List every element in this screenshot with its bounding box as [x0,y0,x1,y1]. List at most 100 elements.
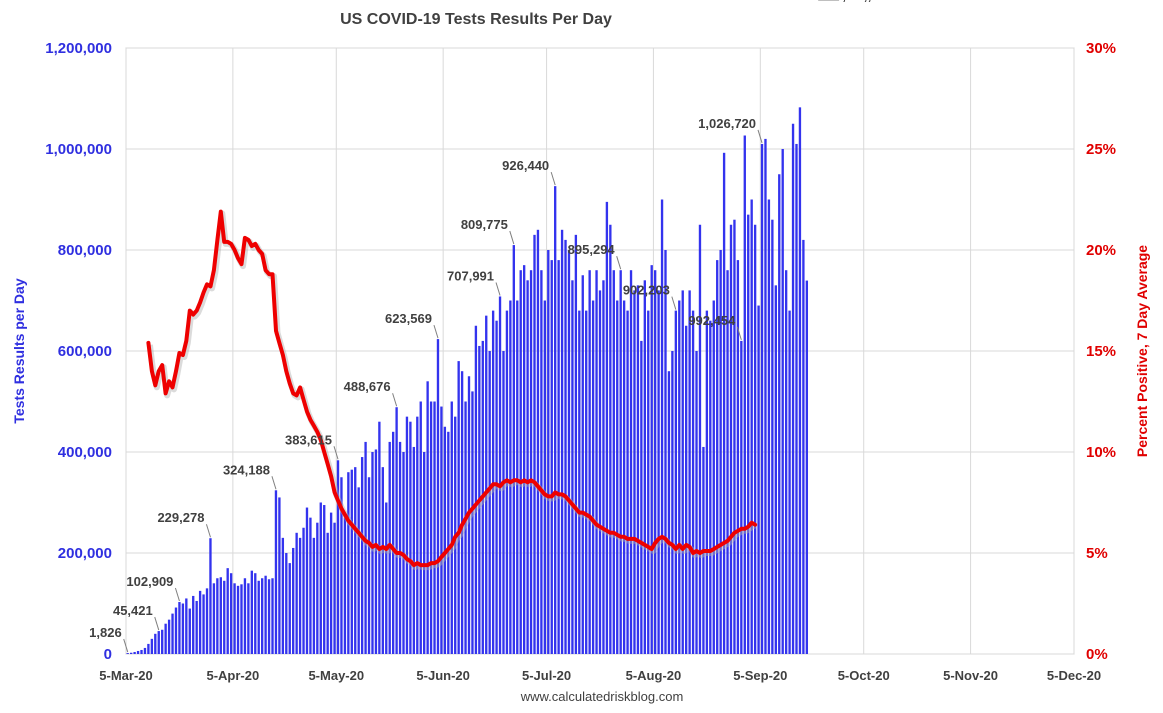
annotation-leader [205,524,211,538]
annotation-leader [271,476,277,490]
test-bar [667,371,671,654]
bar-annotation-label: 45,421 [113,603,153,618]
test-bar [771,219,774,654]
test-bar [278,497,281,654]
test-bar [753,224,757,654]
test-bar [136,650,140,654]
left-tick-label: 1,200,000 [45,40,112,57]
test-bar [419,401,422,654]
test-bar [657,290,660,654]
right-axis-label: Percent Positive, 7 Day Average [1134,245,1150,457]
test-bar [757,305,760,654]
test-bar [247,583,250,654]
test-bar [171,613,174,654]
test-bar [354,467,357,654]
test-bar [643,280,646,654]
test-bar [292,547,295,654]
test-bar [547,250,550,654]
test-bar [391,431,395,654]
test-bar [426,381,429,654]
test-bar [212,583,216,654]
test-bar [412,446,416,654]
test-bar [254,573,257,654]
right-tick-label: 30% [1086,40,1116,57]
test-bar [736,260,740,654]
test-bar [316,522,319,654]
annotation-leader [433,324,439,339]
test-bar [405,416,409,654]
test-bar [147,643,150,654]
test-bar [157,631,160,654]
annotation-leader [550,172,556,186]
test-bar [536,229,540,655]
test-bar [433,401,436,654]
test-bar [260,578,264,654]
test-bar [522,265,526,654]
test-bar [788,310,791,654]
test-bar [740,340,743,654]
percent-positive-line [146,209,759,571]
test-bar [440,406,443,654]
test-bar [205,588,209,654]
right-tick-label: 5% [1086,545,1108,562]
test-bar [560,229,564,655]
test-bar [729,224,733,654]
percent-positive-series [146,209,758,568]
x-tick-label: 5-Nov-20 [943,668,998,683]
test-bar [216,578,219,654]
test-bar [223,580,226,654]
test-bar [764,138,767,654]
test-bar [678,300,681,654]
bar-annotation-label: 102,909 [126,574,173,589]
test-bar [598,290,602,654]
test-bar [712,300,715,654]
x-tick-label: 5-Aug-20 [626,668,682,683]
test-bar [616,300,619,654]
test-bar [185,598,188,654]
test-bar [681,290,684,654]
test-bar [457,361,460,654]
right-axis-ticks: 0% 5% 10% 15% 20% 25% 30% [1086,40,1116,663]
right-tick-label: 25% [1086,141,1116,158]
test-bar [474,325,478,654]
test-bar [150,638,154,654]
test-bar [409,421,412,654]
test-bar [443,426,447,654]
left-tick-label: 400,000 [58,444,112,461]
test-bar [578,310,581,654]
test-bar [526,280,529,654]
left-axis-ticks: 0 200,000 400,000 600,000 800,000 1,000,000 1,… [45,40,112,663]
right-tick-label: 0% [1086,646,1108,663]
bar-annotation-label: 1,082,487 [835,0,893,3]
test-bar [540,270,543,654]
test-bar [398,441,402,654]
test-bar [512,245,515,654]
left-tick-label: 0 [104,646,112,663]
test-bar [295,532,298,654]
test-bar [636,285,640,654]
test-bar [271,578,274,654]
test-bar [602,280,605,654]
bar-annotation-label: 926,440 [502,158,549,173]
test-bar [385,502,388,654]
test-bar [671,351,674,654]
test-bar [585,310,588,654]
test-bar [743,135,746,654]
source-credit: www.calculatedriskblog.com [520,689,684,704]
test-bar [502,351,505,654]
test-bar [781,149,784,654]
x-tick-label: 5-Dec-20 [1047,668,1101,683]
test-bar [674,310,678,654]
right-tick-label: 20% [1086,242,1116,259]
test-bar [209,538,212,654]
annotation-leader [671,296,677,310]
annotation-leader [616,256,622,270]
test-bar [198,590,202,654]
test-bar [716,260,719,654]
test-bar [167,619,171,654]
annotation-leader [154,616,160,631]
test-bar [343,517,347,654]
test-bar [164,623,167,654]
test-bar [726,270,729,654]
